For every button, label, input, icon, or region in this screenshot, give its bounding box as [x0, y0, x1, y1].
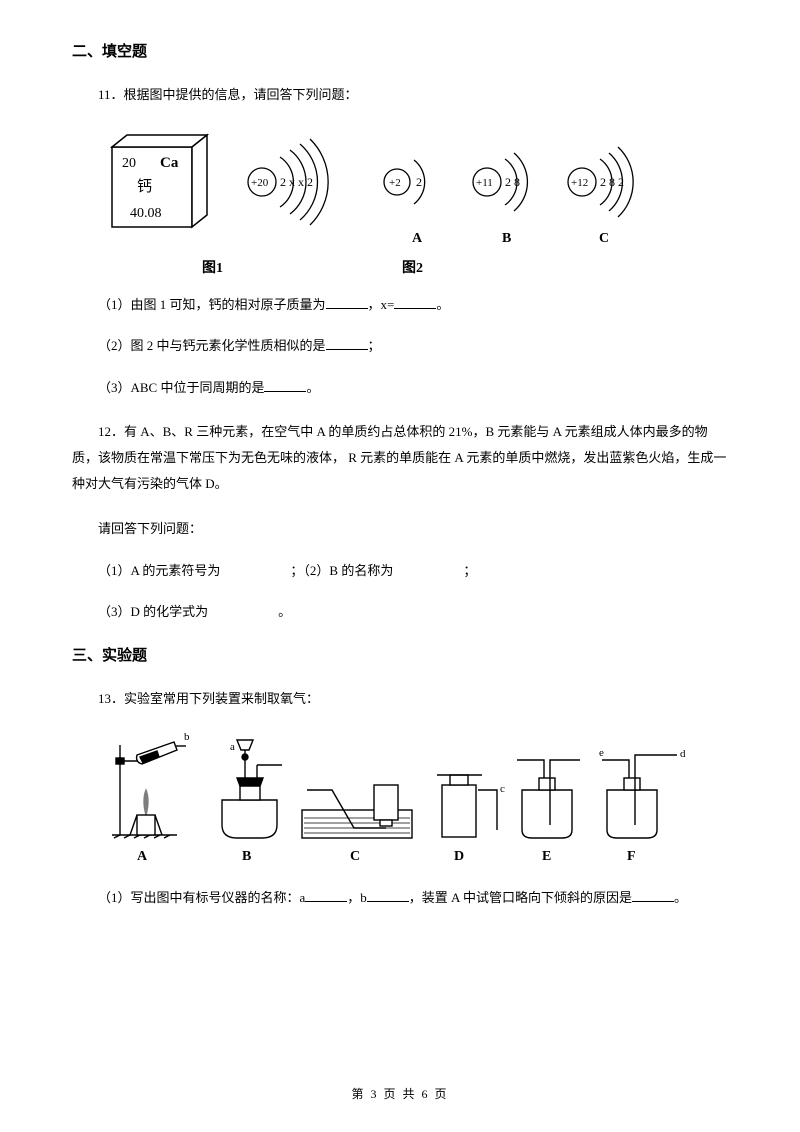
- svg-text:B: B: [502, 231, 511, 246]
- fig1-label: 图1: [202, 260, 223, 276]
- apparatus-e: E: [517, 760, 580, 864]
- atom-b: +11 2 8 B: [473, 153, 527, 246]
- blank[interactable]: [394, 296, 436, 309]
- section-2-title: 二、填空题: [72, 40, 728, 61]
- q13-p1-a: （1）写出图中有标号仪器的名称：a: [98, 890, 305, 905]
- q11-p3: （3）ABC 中位于同周期的是 。: [72, 378, 728, 398]
- q12-stem: 12．有 A、B、R 三种元素，在空气中 A 的单质约占总体积的 21%，B 元…: [72, 419, 728, 497]
- blank[interactable]: [632, 889, 674, 902]
- svg-text:A: A: [412, 231, 423, 246]
- q11-p3-a: （3）ABC 中位于同周期的是: [98, 380, 264, 395]
- svg-text:2 x x 2: 2 x x 2: [280, 175, 313, 189]
- q12-p3-a: （3）D 的化学式为: [98, 604, 208, 619]
- q12-lead: 请回答下列问题：: [72, 519, 728, 539]
- svg-text:2 8 2: 2 8 2: [600, 175, 624, 189]
- q12-p3: （3）D 的化学式为 。: [72, 602, 728, 622]
- apparatus-c: C: [302, 785, 412, 864]
- element-name: 钙: [137, 178, 152, 195]
- q12-p1: （1）A 的元素符号为 ；（2）B 的名称为 ；: [72, 561, 728, 581]
- q13-stem: 13．实验室常用下列装置来制取氧气：: [72, 689, 728, 709]
- q13-p1-c: ，装置 A 中试管口略向下倾斜的原因是: [409, 890, 632, 905]
- q13-diagram: b A a B: [102, 730, 728, 870]
- q11-diagram: 20 Ca 钙 40.08 +20 2 x x 2 +2 2 A +: [102, 127, 728, 277]
- atom-a: +2 2 A: [384, 160, 425, 246]
- q11-svg: 20 Ca 钙 40.08 +20 2 x x 2 +2 2 A +: [102, 127, 672, 277]
- periodic-cell: 20 Ca 钙 40.08: [112, 135, 207, 227]
- apparatus-d: D c: [437, 775, 505, 864]
- blank[interactable]: [326, 296, 368, 309]
- apparatus-b: a B: [222, 740, 282, 864]
- atomic-mass: 40.08: [130, 206, 162, 221]
- fig2-label: 图2: [402, 260, 423, 276]
- svg-text:+11: +11: [476, 177, 493, 189]
- q11-p1-c: 。: [436, 297, 449, 312]
- q11-p1-b: ，x=: [368, 297, 395, 312]
- q13-p1-d: 。: [674, 890, 687, 905]
- q11-stem: 11．根据图中提供的信息，请回答下列问题：: [72, 85, 728, 105]
- svg-text:2 8: 2 8: [505, 175, 520, 189]
- blank[interactable]: [305, 889, 347, 902]
- svg-text:+2: +2: [389, 177, 401, 189]
- svg-text:b: b: [184, 731, 190, 743]
- section-3-title: 三、实验题: [72, 644, 728, 665]
- svg-text:A: A: [137, 849, 148, 864]
- blank[interactable]: [220, 562, 290, 575]
- svg-text:+20: +20: [251, 177, 269, 189]
- q13-svg: b A a B: [102, 730, 692, 870]
- apparatus-f: e d F: [599, 747, 686, 864]
- svg-text:a: a: [230, 741, 235, 753]
- blank[interactable]: [326, 337, 368, 350]
- q12-p3-b: 。: [278, 604, 291, 619]
- atom-ca: +20 2 x x 2: [248, 139, 328, 225]
- svg-text:D: D: [454, 849, 464, 864]
- svg-text:F: F: [627, 849, 636, 864]
- q11-p1-a: （1）由图 1 可知，钙的相对原子质量为: [98, 297, 326, 312]
- svg-text:E: E: [542, 849, 551, 864]
- page-footer: 第 3 页 共 6 页: [0, 1085, 800, 1102]
- svg-text:d: d: [680, 748, 686, 760]
- svg-text:+12: +12: [571, 177, 588, 189]
- q13-p1: （1）写出图中有标号仪器的名称：a ，b ，装置 A 中试管口略向下倾斜的原因是 。: [72, 888, 728, 908]
- q11-p2-b: ；: [368, 338, 381, 353]
- q13-p1-b: ，b: [347, 890, 367, 905]
- q12-p1-c: ；: [463, 563, 476, 578]
- atomic-number: 20: [122, 156, 136, 171]
- element-symbol: Ca: [160, 155, 179, 171]
- blank[interactable]: [367, 889, 409, 902]
- blank[interactable]: [264, 379, 306, 392]
- q11-p2-a: （2）图 2 中与钙元素化学性质相似的是: [98, 338, 326, 353]
- q12-p1-a: （1）A 的元素符号为: [98, 563, 220, 578]
- apparatus-a: b A: [112, 731, 190, 864]
- svg-text:2: 2: [416, 175, 422, 189]
- svg-text:e: e: [599, 747, 604, 759]
- q11-p2: （2）图 2 中与钙元素化学性质相似的是 ；: [72, 336, 728, 356]
- q11-p3-b: 。: [306, 380, 319, 395]
- blank[interactable]: [393, 562, 463, 575]
- atom-c: +12 2 8 2 C: [568, 147, 633, 246]
- svg-text:C: C: [350, 849, 360, 864]
- svg-text:C: C: [599, 231, 609, 246]
- q11-p1: （1）由图 1 可知，钙的相对原子质量为 ，x= 。: [72, 295, 728, 315]
- svg-text:c: c: [500, 783, 505, 795]
- blank[interactable]: [208, 603, 278, 616]
- svg-text:B: B: [242, 849, 251, 864]
- q12-p1-b: ；（2）B 的名称为: [290, 563, 393, 578]
